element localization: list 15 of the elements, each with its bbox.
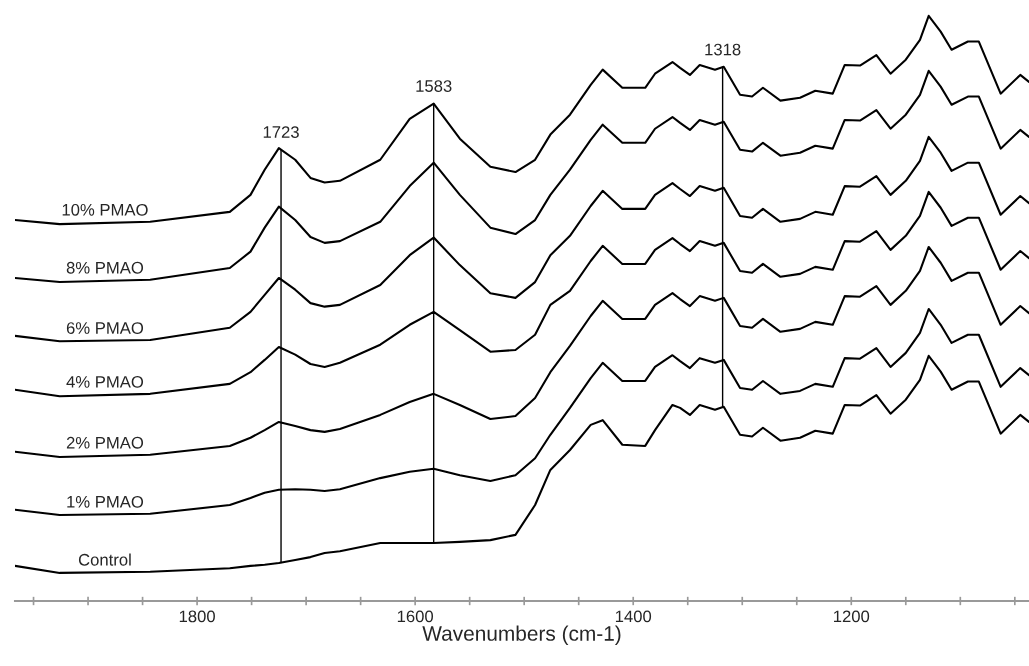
x-axis-title: Wavenumbers (cm-1) [422, 625, 621, 645]
series-label: 8% PMAO [66, 261, 144, 274]
series-label: 4% PMAO [66, 375, 144, 388]
series-label: 10% PMAO [62, 203, 148, 216]
x-tick-label: 1400 [615, 610, 652, 623]
ref-line-label: 1318 [705, 43, 741, 56]
series-label: 6% PMAO [66, 322, 144, 334]
ref-line-label: 1583 [416, 80, 452, 92]
series-label: 2% PMAO [66, 436, 144, 449]
x-tick-label: 1200 [834, 610, 870, 623]
series-label: Control [78, 553, 131, 566]
x-tick-label: 1800 [179, 610, 215, 623]
ref-line-label: 1723 [263, 126, 299, 138]
series-label: 1% PMAO [67, 495, 144, 508]
x-tick-label: 1600 [397, 610, 434, 623]
